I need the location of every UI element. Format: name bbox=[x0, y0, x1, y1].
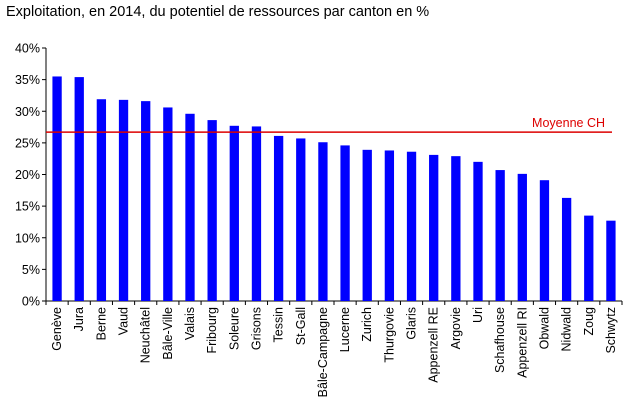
bar bbox=[340, 145, 350, 301]
bar bbox=[584, 215, 594, 301]
bar bbox=[451, 156, 461, 301]
category-label: Tessin bbox=[272, 307, 286, 342]
bar bbox=[185, 113, 195, 301]
bar bbox=[318, 142, 328, 301]
y-tick-label: 5% bbox=[22, 263, 40, 277]
bar bbox=[229, 125, 239, 301]
category-label: Vaud bbox=[117, 307, 131, 335]
category-label: Valais bbox=[183, 307, 197, 340]
y-tick-label: 40% bbox=[15, 42, 40, 56]
bar bbox=[561, 197, 572, 301]
bar bbox=[273, 135, 284, 301]
bar bbox=[517, 173, 527, 301]
bar bbox=[296, 138, 306, 301]
category-label: Neuchâtel bbox=[139, 307, 153, 363]
bar bbox=[406, 151, 417, 301]
bar bbox=[207, 120, 217, 301]
category-label: Bâle-Ville bbox=[161, 307, 175, 360]
bar bbox=[74, 77, 84, 301]
category-label: Appenzell RE bbox=[427, 307, 441, 383]
bar bbox=[163, 107, 173, 301]
y-tick-label: 20% bbox=[15, 168, 40, 182]
reference-line-label: Moyenne CH bbox=[532, 116, 605, 130]
category-label: Thurgovie bbox=[382, 307, 396, 363]
category-label: Zoug bbox=[582, 307, 596, 336]
y-tick-label: 30% bbox=[15, 105, 40, 119]
bar bbox=[495, 170, 505, 301]
bar bbox=[251, 126, 262, 302]
y-tick-label: 15% bbox=[15, 200, 40, 214]
category-label: Schafhouse bbox=[493, 307, 507, 373]
bar bbox=[52, 76, 62, 302]
bar bbox=[362, 149, 372, 301]
y-tick-label: 25% bbox=[15, 136, 40, 150]
y-tick-label: 35% bbox=[15, 73, 40, 87]
category-label: Uri bbox=[471, 307, 485, 323]
category-label: Nidwald bbox=[560, 307, 574, 352]
category-label: Grisons bbox=[249, 307, 263, 350]
category-label: Schwytz bbox=[604, 307, 618, 354]
category-label: Zurich bbox=[360, 307, 374, 342]
bar bbox=[384, 150, 395, 301]
bar bbox=[606, 220, 616, 301]
category-label: Argovie bbox=[449, 307, 463, 349]
category-label: Lucerne bbox=[338, 307, 352, 352]
category-label: Jura bbox=[72, 307, 86, 331]
bar bbox=[141, 101, 151, 301]
bar bbox=[118, 99, 129, 302]
bar bbox=[539, 180, 550, 301]
category-label: Soleure bbox=[227, 307, 241, 350]
category-label: Appenzell RI bbox=[515, 307, 529, 378]
chart-title: Exploitation, en 2014, du potentiel de r… bbox=[6, 4, 430, 20]
bar bbox=[473, 161, 483, 301]
y-tick-label: 0% bbox=[22, 295, 40, 309]
category-label: St-Gall bbox=[294, 307, 308, 345]
category-label: Glaris bbox=[405, 307, 419, 340]
category-label: Genève bbox=[50, 307, 64, 351]
bar bbox=[429, 154, 439, 301]
category-label: Obwald bbox=[537, 307, 551, 349]
category-label: Berne bbox=[94, 307, 108, 340]
category-label: Bâle-Campagne bbox=[316, 307, 330, 397]
bar bbox=[96, 99, 107, 301]
category-label: Fribourg bbox=[205, 307, 219, 354]
y-tick-label: 10% bbox=[15, 231, 40, 245]
